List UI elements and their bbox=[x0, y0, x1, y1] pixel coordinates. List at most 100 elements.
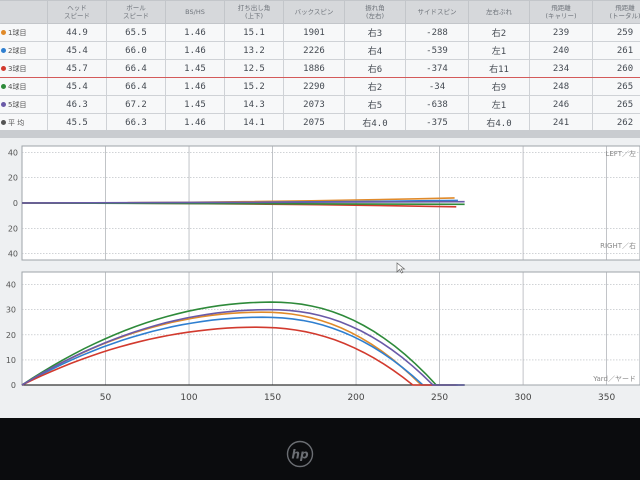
left-label: LEFT／左 bbox=[605, 149, 636, 158]
table-cell: 15.1 bbox=[224, 23, 284, 42]
shot-data-table: ヘッド スピード ボール スピード BS/HS 打ち出し角 (上下) バックスピン 振れ角… bbox=[0, 0, 640, 132]
table-cell: 1.46 bbox=[165, 41, 225, 60]
x-tick-label: 100 bbox=[180, 393, 197, 403]
row-label: 5球目 bbox=[0, 95, 48, 114]
table-cell: 44.9 bbox=[47, 23, 107, 42]
column-header bbox=[0, 0, 48, 24]
column-header: 打ち出し角 (上下) bbox=[224, 0, 284, 24]
table-cell: 2073 bbox=[283, 95, 345, 114]
row-label: 平 均 bbox=[0, 113, 48, 132]
table-cell: 14.3 bbox=[224, 95, 284, 114]
table-cell: 66.3 bbox=[106, 113, 166, 132]
table-cell: 右3 bbox=[344, 23, 406, 42]
table-cell: 右4.0 bbox=[344, 113, 406, 132]
shot-color-dot-icon bbox=[1, 30, 6, 35]
table-cell: 1.46 bbox=[165, 23, 225, 42]
table-body: 1球目 44.9 65.5 1.46 15.1 1901 右3 -288 右2 239 259 2球目… bbox=[0, 23, 640, 132]
table-cell: 66.4 bbox=[106, 59, 166, 78]
column-header: ヘッド スピード bbox=[47, 0, 107, 24]
row-label: 3球目 bbox=[0, 59, 48, 78]
row-label-text: 1球目 bbox=[8, 28, 27, 37]
table-cell: 1.46 bbox=[165, 113, 225, 132]
column-header: BS/HS bbox=[165, 0, 225, 24]
table-cell: 右6 bbox=[344, 59, 406, 78]
table-row[interactable]: 平 均 45.5 66.3 1.46 14.1 2075 右4.0 -375 右4.0 241 26… bbox=[0, 113, 640, 132]
section-divider bbox=[0, 130, 640, 138]
row-label-text: 平 均 bbox=[8, 118, 25, 127]
table-cell: 13.2 bbox=[224, 41, 284, 60]
column-header: 飛距離 (キャリー) bbox=[529, 0, 593, 24]
x-tick-label: 300 bbox=[514, 393, 531, 403]
y-tick-label: 10 bbox=[6, 356, 16, 365]
table-cell: -539 bbox=[405, 41, 469, 60]
x-axis-label: Yard／ヤード bbox=[592, 375, 636, 383]
table-cell: 2075 bbox=[283, 113, 345, 132]
table-cell: 241 bbox=[529, 113, 593, 132]
y-tick-label: 0 bbox=[11, 381, 16, 390]
table-cell: 45.4 bbox=[47, 41, 107, 60]
table-cell: 45.4 bbox=[47, 77, 107, 96]
table-cell: 66.4 bbox=[106, 77, 166, 96]
table-header-row: ヘッド スピード ボール スピード BS/HS 打ち出し角 (上下) バックスピン 振れ角… bbox=[0, 0, 640, 24]
column-header: 左右ぶれ bbox=[468, 0, 530, 24]
trajectory-line bbox=[21, 308, 465, 386]
trajectory-line bbox=[21, 301, 465, 386]
y-tick-label: 40 bbox=[6, 281, 16, 290]
row-label-text: 2球目 bbox=[8, 46, 27, 55]
x-tick-label: 200 bbox=[347, 393, 364, 403]
table-row[interactable]: 5球目 46.3 67.2 1.45 14.3 2073 右5 -638 左1 246 265 bbox=[0, 95, 640, 114]
table-cell: 1901 bbox=[283, 23, 345, 42]
table-cell: 246 bbox=[529, 95, 593, 114]
table-cell: -375 bbox=[405, 113, 469, 132]
y-tick-label: 0 bbox=[13, 199, 18, 208]
table-cell: 左1 bbox=[468, 41, 530, 60]
table-cell: 265 bbox=[592, 95, 640, 114]
row-label-text: 5球目 bbox=[8, 100, 27, 109]
brand-text: hp bbox=[291, 448, 309, 462]
table-cell: 261 bbox=[592, 41, 640, 60]
row-label-text: 4球目 bbox=[8, 82, 27, 91]
table-cell: 右4.0 bbox=[468, 113, 530, 132]
table-cell: 67.2 bbox=[106, 95, 166, 114]
table-cell: 右11 bbox=[468, 59, 530, 78]
lateral-chart: 40 20 0 20 40 LEFT／左 RIGHT／右 bbox=[0, 138, 640, 266]
shot-color-dot-icon bbox=[1, 66, 6, 71]
table-cell: 265 bbox=[592, 77, 640, 96]
table-cell: 1886 bbox=[283, 59, 345, 78]
y-tick-label: 20 bbox=[8, 224, 18, 233]
table-row[interactable]: 1球目 44.9 65.5 1.46 15.1 1901 右3 -288 右2 239 259 bbox=[0, 23, 640, 42]
table-cell: 45.7 bbox=[47, 59, 107, 78]
table-cell: 右5 bbox=[344, 95, 406, 114]
table-cell: 14.1 bbox=[224, 113, 284, 132]
table-cell: 46.3 bbox=[47, 95, 107, 114]
monitor-bezel bbox=[0, 418, 640, 480]
table-cell: 左1 bbox=[468, 95, 530, 114]
table-cell: -288 bbox=[405, 23, 469, 42]
table-cell: 1.45 bbox=[165, 59, 225, 78]
table-cell: 右4 bbox=[344, 41, 406, 60]
x-tick-label: 150 bbox=[264, 393, 281, 403]
y-tick-label: 20 bbox=[6, 331, 16, 340]
table-cell: 15.2 bbox=[224, 77, 284, 96]
table-cell: 234 bbox=[529, 59, 593, 78]
table-cell: 1.45 bbox=[165, 95, 225, 114]
table-row[interactable]: 2球目 45.4 66.0 1.46 13.2 2226 右4 -539 左1 240 261 bbox=[0, 41, 640, 60]
table-cell: 66.0 bbox=[106, 41, 166, 60]
table-row[interactable]: 4球目 45.4 66.4 1.46 15.2 2290 右2 -34 右9 248 265 bbox=[0, 77, 640, 96]
table-cell: 260 bbox=[592, 59, 640, 78]
table-cell: 239 bbox=[529, 23, 593, 42]
table-row[interactable]: 3球目 45.7 66.4 1.45 12.5 1886 右6 -374 右11 234 260 bbox=[0, 59, 640, 78]
mouse-cursor-icon bbox=[396, 262, 406, 274]
table-cell: -638 bbox=[405, 95, 469, 114]
table-cell: 1.46 bbox=[165, 77, 225, 96]
column-header: サイドスピン bbox=[405, 0, 469, 24]
y-tick-label: 20 bbox=[8, 174, 18, 183]
y-tick-label: 40 bbox=[8, 250, 18, 259]
table-cell: 右9 bbox=[468, 77, 530, 96]
y-tick-label: 40 bbox=[8, 148, 18, 157]
trajectory-chart: 0 10 20 30 40 50 100 150 200 250 300 350 Yard／ヤード bbox=[0, 266, 640, 416]
y-tick-label: 30 bbox=[6, 306, 16, 315]
right-label: RIGHT／右 bbox=[600, 241, 636, 250]
column-header: バックスピン bbox=[283, 0, 345, 24]
row-label: 1球目 bbox=[0, 23, 48, 42]
